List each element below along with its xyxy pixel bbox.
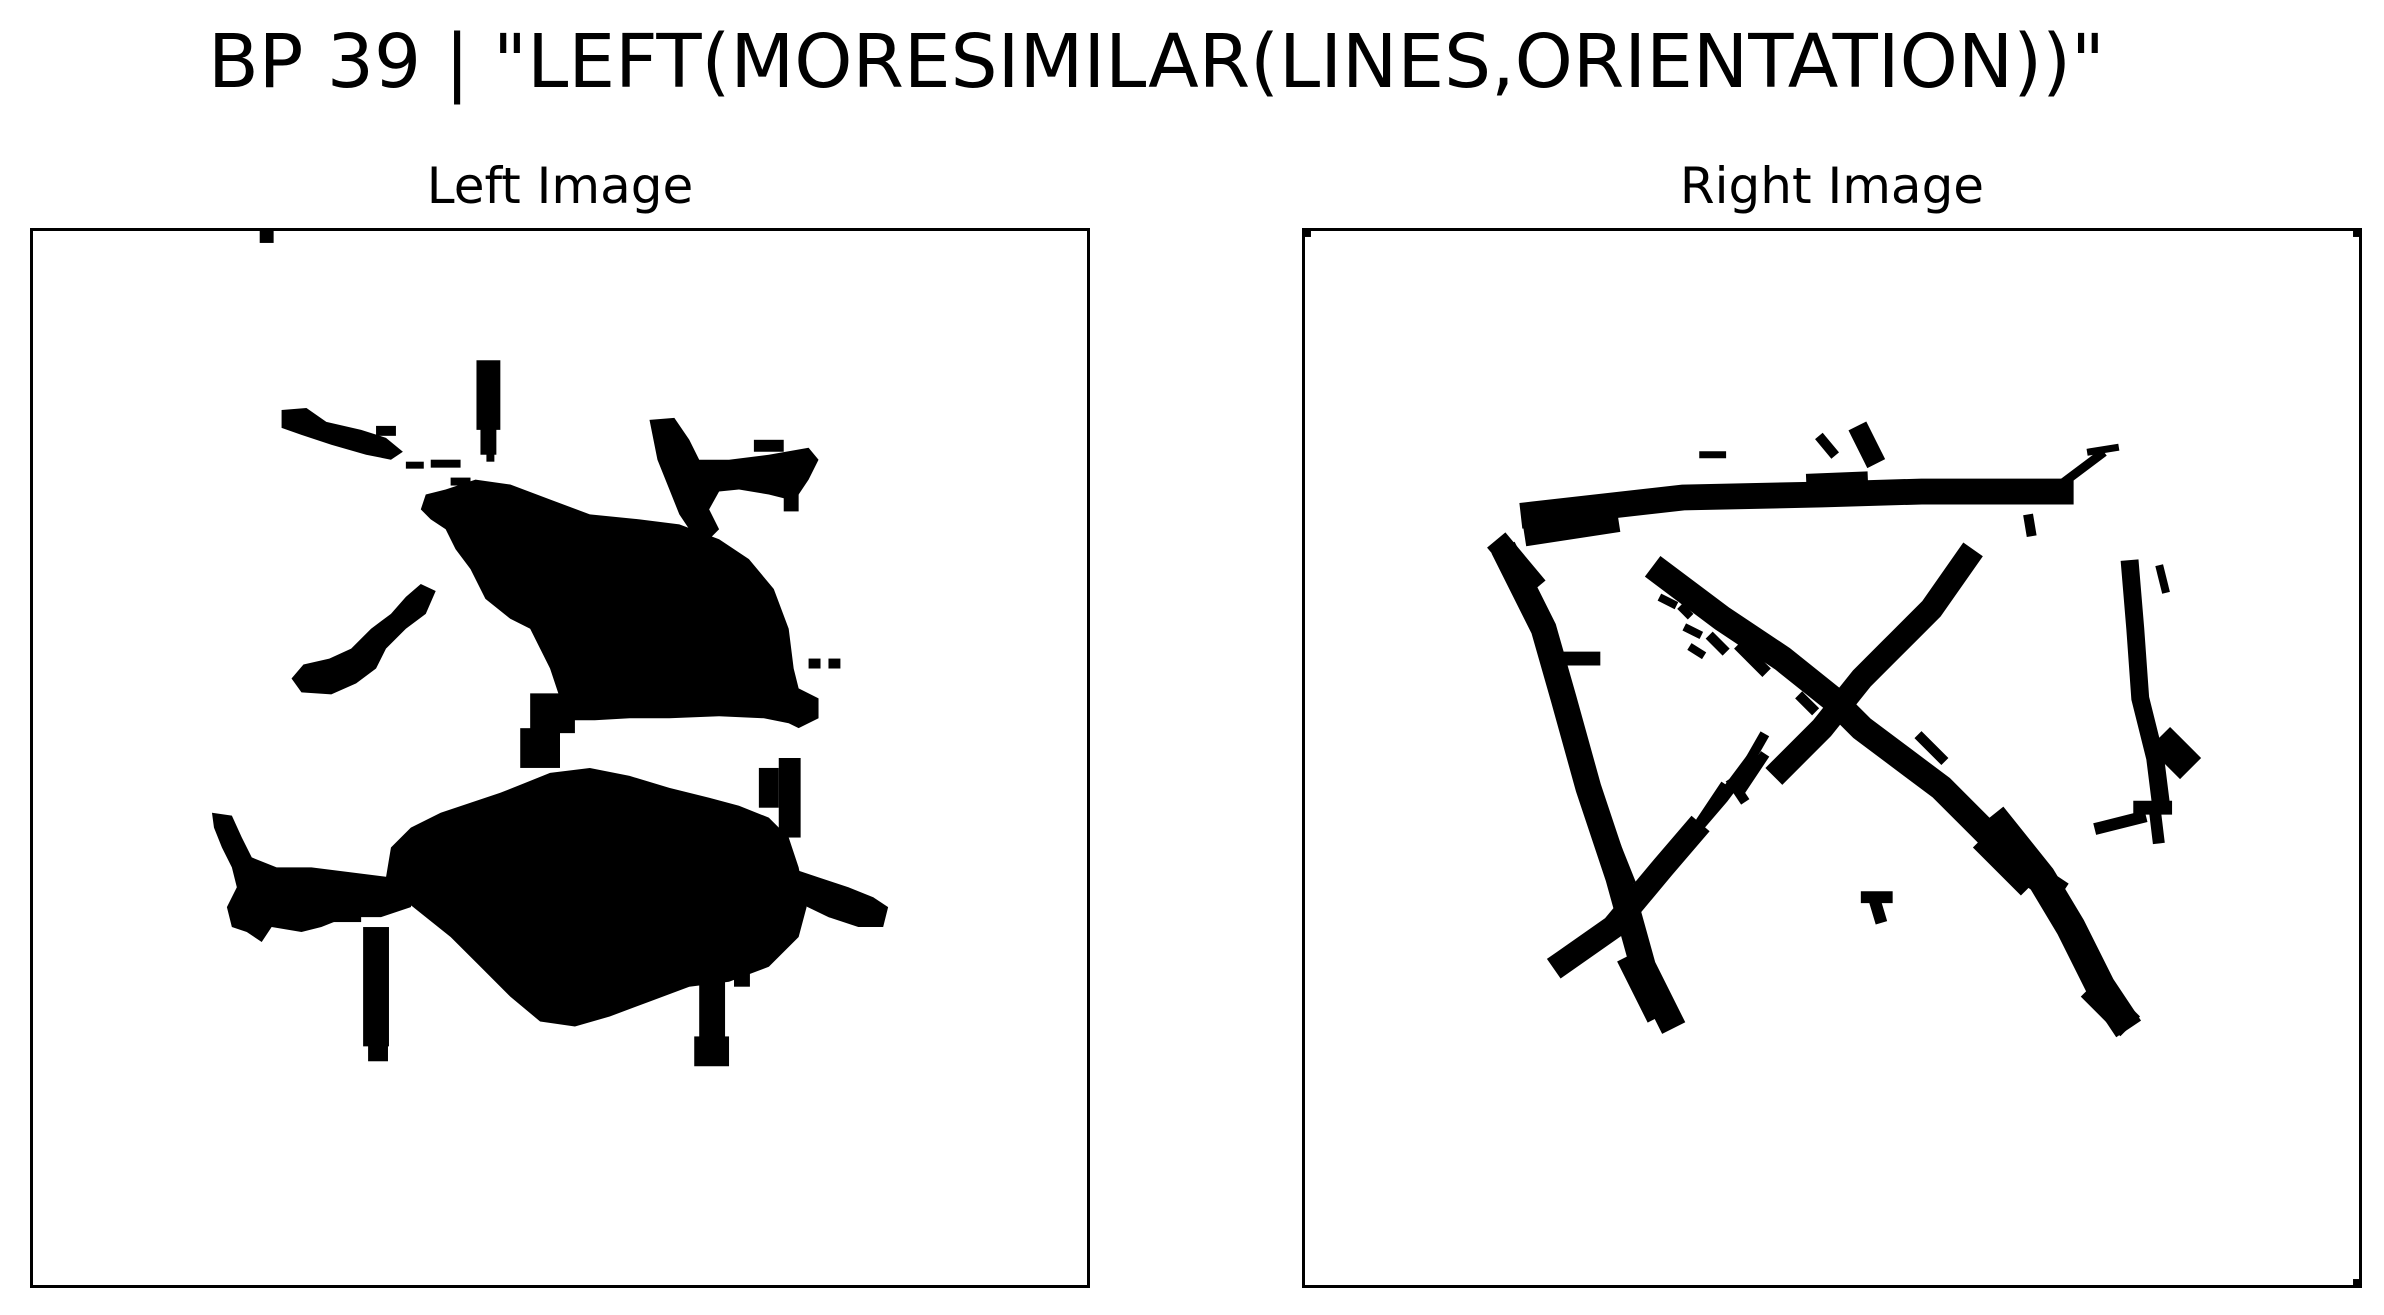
upper-blob (420, 479, 819, 729)
right-panel-title: Right Image (1679, 157, 1985, 215)
left-image-bitmap (211, 231, 889, 1067)
right-shapes (1487, 421, 2202, 1038)
left-image-panel (30, 228, 1090, 1288)
stroke-top-bar (1519, 478, 2074, 529)
figure-title: BP 39 | "LEFT(MORESIMILAR(LINES,ORIENTAT… (208, 19, 2105, 105)
lower-blob (385, 767, 807, 1027)
right-image-panel (1302, 228, 2362, 1288)
stroke-left-cross (1546, 815, 1710, 979)
left-panel-title: Left Image (426, 157, 694, 215)
right-image-bitmap (1305, 231, 2359, 1285)
stroke-right (2120, 559, 2171, 808)
left-shapes (211, 231, 889, 1067)
stroke-top-left (281, 407, 403, 460)
stroke-top-right (649, 417, 819, 540)
stroke-x-diag-2 (1765, 542, 1983, 785)
stroke-lower-left (211, 812, 416, 942)
stroke-lower-right (788, 867, 889, 928)
stroke-upper-left (291, 583, 436, 695)
